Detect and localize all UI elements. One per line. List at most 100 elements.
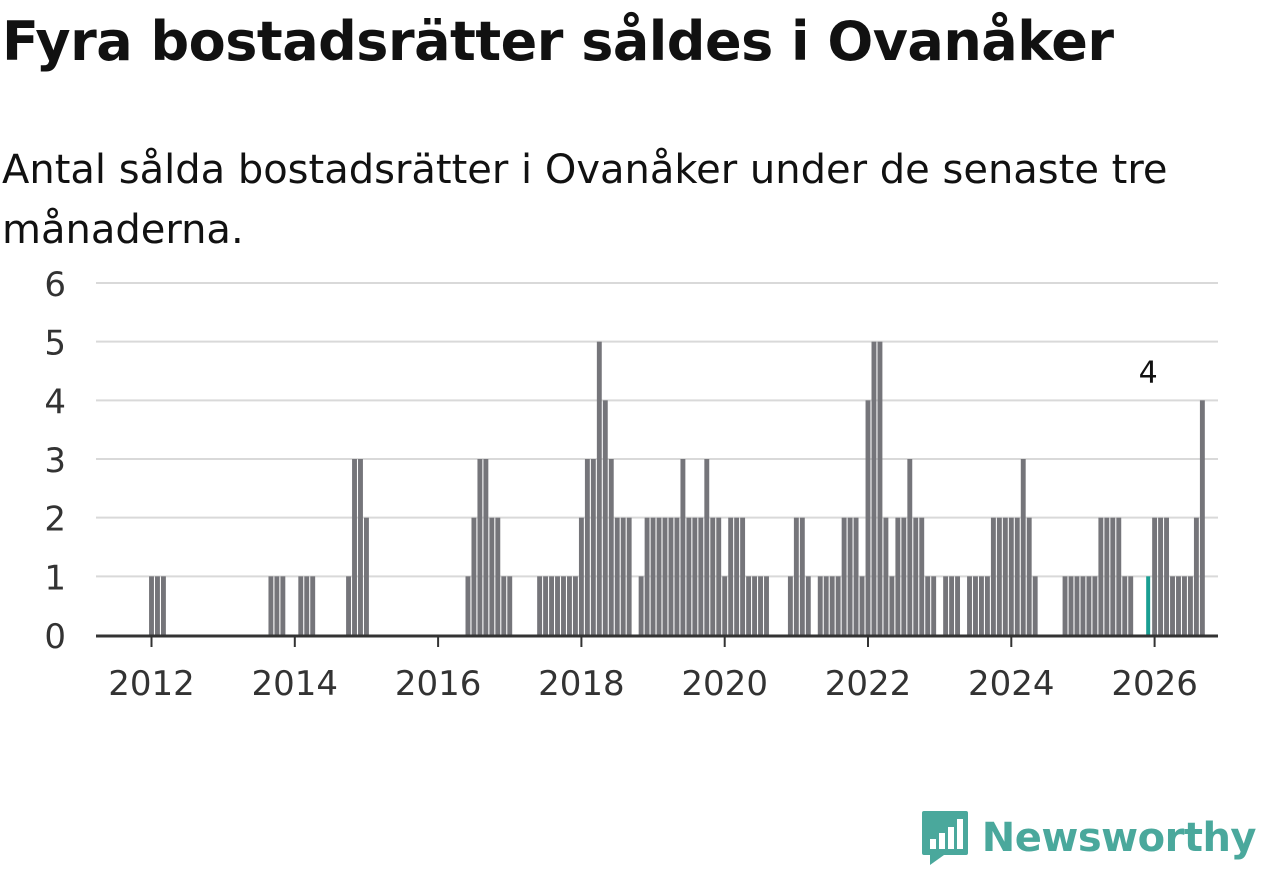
bar [549,576,554,635]
bar [1026,517,1032,635]
bar [895,517,901,635]
bar [495,517,501,635]
bar [859,576,865,635]
bar [1002,517,1008,635]
bar [155,576,160,635]
bar [1068,576,1074,635]
bar [943,576,949,635]
highlight-value-label: 4 [1139,355,1158,390]
bar [955,576,961,635]
bar [572,576,578,635]
y-tick-label: 5 [44,324,66,364]
bar [501,576,507,635]
bar [280,576,286,635]
bar [692,517,698,635]
bar [728,517,734,635]
x-tick-label: 2020 [681,664,768,704]
x-tick-label: 2022 [825,664,912,704]
bar [793,517,799,635]
bar [907,459,913,635]
bar [160,576,166,635]
bar [973,576,978,635]
bar [734,517,740,635]
bar [1014,517,1020,635]
bar [1074,576,1080,635]
bar [984,576,990,635]
y-tick-label: 6 [44,265,66,305]
bar [465,576,471,635]
bar [668,517,674,635]
y-tick-label: 3 [44,441,66,481]
bar [364,517,369,635]
bar [471,517,477,635]
bar [758,576,763,635]
bar [871,341,877,635]
y-tick-label: 2 [44,500,66,540]
highlight-bar [1146,576,1151,635]
bar [823,576,829,635]
bar [304,576,310,635]
bar [638,576,644,635]
bar [656,517,662,635]
x-tick-label: 2024 [968,664,1055,704]
bar [1170,576,1175,635]
bar [620,517,626,635]
bar-chart: 0 1 2 3 4 5 6 2012 2014 2016 2018 2020 2022 2024 2026… [44,265,1218,704]
bar [590,459,596,635]
bar [602,400,608,635]
bar [764,576,769,635]
bar [889,576,895,635]
bar [608,459,614,635]
bar [710,517,716,635]
bar [704,459,710,635]
bar [1008,517,1014,635]
bar [596,341,602,635]
bar [913,517,919,635]
bar [1032,576,1038,635]
bar [829,576,835,635]
bar [1080,576,1086,635]
bar [614,517,620,635]
bar [1199,400,1205,635]
bar [358,459,363,635]
bar [650,517,656,635]
bar [1110,517,1116,635]
bar [835,576,841,635]
bar [787,576,793,635]
bar [149,576,154,635]
bar [274,576,280,635]
bar [483,459,489,635]
annotations: 4 [1139,355,1158,390]
bar [543,576,549,635]
bar [352,459,357,635]
bar [626,517,632,635]
bar [841,517,847,635]
x-tick-label: 2014 [252,664,339,704]
bar [990,517,996,635]
bar [931,576,937,635]
bar [1187,576,1193,635]
bar [686,517,692,635]
bar [996,517,1002,635]
chart-subtitle: Antal sålda bostadsrätter i Ovanåker und… [2,147,1168,253]
y-tick-label: 1 [44,558,66,598]
bar [1152,517,1158,635]
bar [853,517,859,635]
x-tick-label: 2026 [1111,664,1198,704]
bar [847,517,853,635]
bar [746,576,752,635]
bar [805,576,811,635]
y-axis-ticks: 0 1 2 3 4 5 6 [44,265,66,657]
bar [1176,576,1181,635]
bar [925,576,931,635]
bar [578,517,584,635]
bar [1086,576,1092,635]
chart-title: Fyra bostadsrätter såldes i Ovanåker [2,10,1114,73]
x-tick-label: 2018 [538,664,625,704]
brand-name: Newsworthy [981,815,1257,861]
bar [1098,517,1104,635]
bar [716,517,722,635]
bar [1158,517,1164,635]
bar [1092,576,1098,635]
bar [722,576,728,635]
